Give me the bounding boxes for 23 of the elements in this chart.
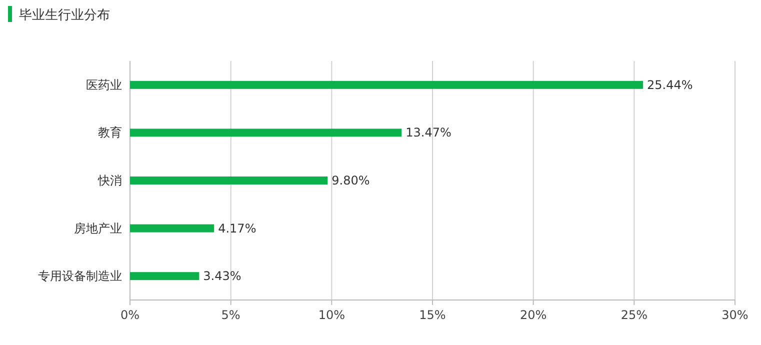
data-label: 4.17% — [218, 221, 256, 236]
x-tick-label: 20% — [520, 308, 547, 322]
bar — [130, 80, 644, 89]
y-tick-label: 快消 — [97, 174, 122, 188]
y-tick-label: 专用设备制造业 — [38, 269, 122, 284]
y-tick-label: 医药业 — [86, 78, 122, 92]
bar — [130, 272, 200, 280]
y-tick-label: 房地产业 — [74, 221, 122, 236]
bar — [130, 224, 214, 232]
x-tick-label: 10% — [318, 308, 346, 322]
data-label: 9.80% — [332, 174, 370, 188]
x-tick-label: 15% — [419, 308, 446, 322]
data-label: 25.44% — [647, 78, 693, 92]
chart-title: 毕业生行业分布 — [19, 8, 110, 23]
x-tick-label: 0% — [120, 308, 140, 322]
y-tick-label: 教育 — [98, 126, 122, 140]
x-tick-label: 25% — [620, 308, 648, 322]
bar — [130, 176, 328, 184]
x-tick-label: 30% — [722, 308, 748, 322]
data-label: 13.47% — [406, 126, 452, 140]
data-label: 3.43% — [203, 269, 242, 284]
x-tick-label: 5% — [221, 308, 240, 322]
bar — [130, 128, 402, 137]
